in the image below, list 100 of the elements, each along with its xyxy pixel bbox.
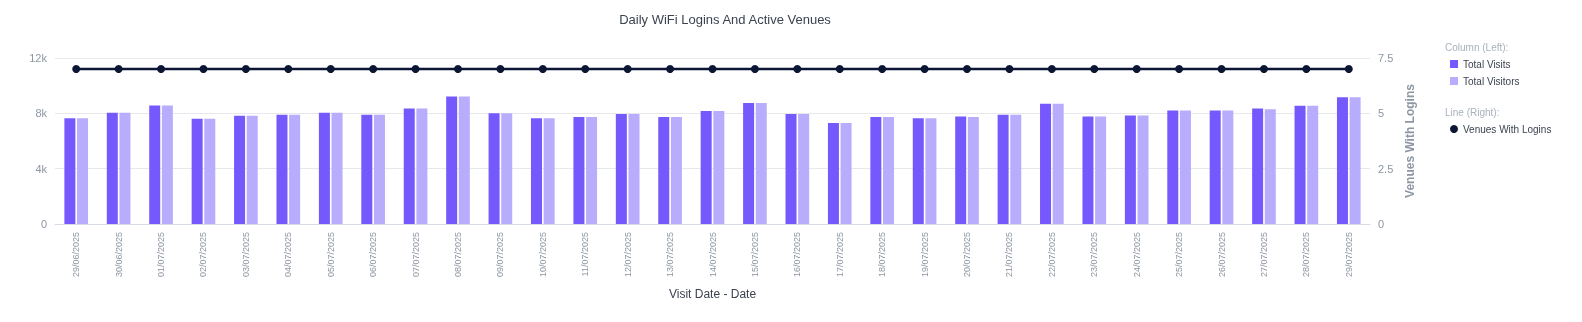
bar	[1307, 105, 1319, 224]
text: Column (Left):	[1445, 41, 1509, 53]
bar	[925, 118, 937, 224]
x-tick-label: 05/07/2025	[325, 232, 336, 278]
bar	[161, 105, 173, 224]
x-tick-label: 30/06/2025	[113, 232, 124, 278]
x-tick-label: 07/07/2025	[410, 232, 421, 278]
x-tick-label: 03/07/2025	[240, 232, 251, 278]
x-tick-label: 28/07/2025	[1301, 232, 1312, 278]
x-tick-label: 12/07/2025	[622, 232, 633, 278]
bar	[234, 115, 246, 224]
bar	[318, 112, 330, 224]
x-tick-label: 20/07/2025	[962, 232, 973, 278]
bar	[1095, 116, 1107, 224]
bar	[1222, 110, 1234, 224]
bar	[361, 114, 373, 224]
bar	[446, 96, 458, 224]
x-tick-label: 27/07/2025	[1258, 232, 1269, 278]
bar	[488, 113, 500, 224]
bar	[1040, 103, 1052, 224]
bar	[743, 102, 755, 224]
bar	[1137, 115, 1149, 224]
bar	[798, 114, 810, 224]
bar	[785, 114, 797, 224]
bar	[1124, 115, 1136, 224]
x-tick-label: 02/07/2025	[198, 232, 209, 278]
bar	[1167, 110, 1179, 224]
bar	[713, 110, 725, 224]
bar	[1209, 110, 1221, 224]
x-tick-label: 11/07/2025	[580, 232, 591, 277]
bar	[1052, 103, 1064, 224]
bar	[1349, 97, 1361, 224]
bar	[840, 123, 852, 224]
bar	[628, 114, 640, 224]
bar	[1294, 105, 1306, 224]
bar	[1010, 114, 1022, 224]
x-tick-label: 21/07/2025	[1004, 232, 1015, 278]
legend-label: Venues With Logins	[1463, 123, 1552, 135]
legend-label: Total Visitors	[1463, 75, 1520, 87]
bar	[289, 114, 301, 224]
bar	[1082, 116, 1094, 224]
bar	[1252, 108, 1264, 224]
bar	[458, 96, 470, 224]
x-tick-label: 08/07/2025	[452, 232, 463, 278]
bar	[700, 110, 712, 224]
x-tick-label: 13/07/2025	[665, 232, 676, 278]
x-tick-label: 14/07/2025	[707, 232, 718, 278]
bar	[1264, 109, 1276, 224]
bar	[246, 115, 258, 224]
bar	[191, 118, 203, 224]
text: Line (Right):	[1445, 106, 1500, 118]
x-tick-label: 15/07/2025	[749, 232, 760, 278]
x-tick-label: 22/07/2025	[1046, 232, 1057, 278]
bar	[912, 118, 924, 224]
bar	[106, 112, 118, 224]
bar	[204, 118, 216, 224]
bar	[967, 117, 979, 224]
bar	[149, 105, 161, 224]
x-tick-label: 19/07/2025	[919, 232, 930, 278]
x-tick-label: 04/07/2025	[283, 232, 294, 278]
y-tick-label: 8k	[35, 107, 48, 120]
bar	[119, 112, 131, 224]
x-tick-label: 18/07/2025	[877, 232, 888, 278]
y2-tick-label: 2.5	[1378, 162, 1394, 175]
y-tick-label: 0	[40, 218, 47, 230]
x-tick-label: 10/07/2025	[537, 232, 548, 278]
x-tick-label: 23/07/2025	[1089, 232, 1100, 278]
x-tick-label: 29/07/2025	[1343, 232, 1354, 278]
y2-axis-title: Venues With Logins	[1403, 83, 1418, 198]
y2-tick-label: 5	[1378, 107, 1385, 120]
y2-tick-label: 7.5	[1378, 52, 1394, 64]
bar	[997, 114, 1009, 224]
bar	[373, 114, 385, 224]
bar	[64, 118, 76, 224]
x-tick-label: 24/07/2025	[1131, 232, 1142, 278]
bar	[1179, 110, 1191, 224]
bar	[670, 117, 682, 224]
x-tick-label: 17/07/2025	[834, 232, 845, 278]
x-tick-label: 06/07/2025	[368, 232, 379, 278]
bar	[543, 118, 555, 224]
bar	[573, 117, 585, 224]
bar	[658, 117, 670, 224]
bar	[615, 114, 627, 224]
y-tick-label: 12k	[29, 52, 48, 64]
bar	[955, 116, 967, 224]
x-tick-label: 09/07/2025	[495, 232, 506, 278]
bar	[755, 102, 767, 224]
legend-label: Total Visits	[1463, 58, 1511, 70]
bar	[403, 108, 415, 224]
bar	[870, 117, 882, 224]
x-tick-label: 01/07/2025	[156, 232, 167, 278]
x-axis-title: Visit Date - Date	[668, 287, 757, 301]
bar	[531, 118, 542, 224]
x-tick-label: 26/07/2025	[1216, 232, 1227, 278]
bar	[1336, 97, 1348, 224]
bar	[827, 123, 839, 224]
y-tick-label: 4k	[35, 162, 48, 175]
bar	[416, 108, 428, 224]
bar	[77, 118, 89, 224]
bar	[883, 117, 894, 224]
